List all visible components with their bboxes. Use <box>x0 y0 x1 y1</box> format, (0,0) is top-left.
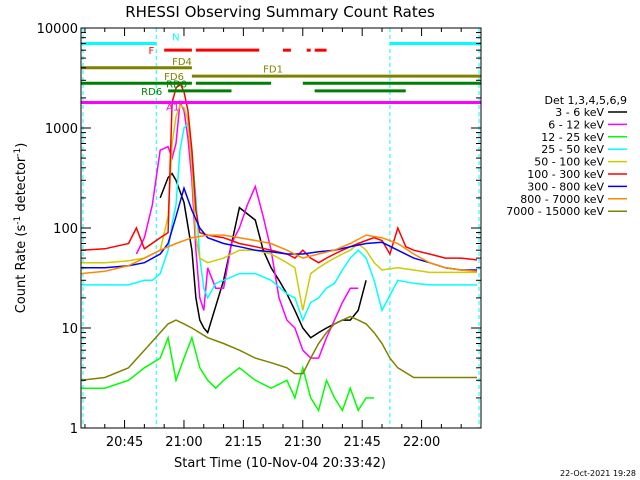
y-axis-label-end: ) <box>14 143 29 148</box>
x-axis-label: Start Time (10-Nov-04 20:33:42) <box>174 456 386 471</box>
y-axis-label-mid: detector <box>14 156 29 216</box>
series-line-0-0 <box>159 172 367 339</box>
series-line-5-0 <box>81 81 478 264</box>
x-tick-label-2: 21:15 <box>225 435 262 450</box>
legend-label-7: 800 - 7000 keV <box>520 193 604 206</box>
legend-label-4: 50 - 100 keV <box>534 156 604 169</box>
series-line-7-0 <box>81 234 478 275</box>
legend-label-5: 100 - 300 keV <box>527 168 604 181</box>
plot-area <box>81 28 480 428</box>
legend-label-2: 12 - 25 keV <box>541 131 604 144</box>
series-line-4-0 <box>81 103 477 311</box>
x-tick-label-4: 21:45 <box>343 435 380 450</box>
y-tick-label-3: 1000 <box>45 122 78 137</box>
legend-label-0: 3 - 6 keV <box>555 106 604 119</box>
legend-label-8: 7000 - 15000 keV <box>506 205 604 218</box>
series-line-8-0 <box>81 315 477 382</box>
y-axis-label-sup: -1 <box>13 216 23 225</box>
flag-label-6: RD6 <box>141 87 162 98</box>
y-axis-label-main: Count Rate (s <box>14 225 29 314</box>
legend-label-1: 6 - 12 keV <box>548 118 604 131</box>
legend-label-3: 25 - 50 keV <box>541 143 604 156</box>
series-line-3-0 <box>81 122 477 323</box>
chart-title: RHESSI Observing Summary Count Rates <box>125 3 435 21</box>
y-tick-label-4: 10000 <box>37 22 78 37</box>
x-tick-label-0: 20:45 <box>106 435 143 450</box>
flag-label-7: A1 <box>166 102 179 113</box>
flag-label-0: N <box>172 32 179 43</box>
x-tick-label-5: 22:00 <box>403 435 440 450</box>
legend-label-6: 300 - 800 keV <box>527 180 604 193</box>
series-line-1-0 <box>135 99 359 359</box>
y-tick-label-2: 100 <box>53 222 78 237</box>
x-tick-label-3: 21:30 <box>284 435 321 450</box>
y-tick-label-0: 1 <box>70 422 78 437</box>
flag-label-4: FD6 <box>164 72 184 83</box>
series-line-2-0 <box>81 334 375 413</box>
y-tick-label-1: 10 <box>61 322 78 337</box>
flag-label-2: FD1 <box>263 65 283 76</box>
flag-label-1: F <box>149 46 155 57</box>
flag-label-3: FD4 <box>172 57 192 68</box>
x-tick-label-1: 21:00 <box>165 435 202 450</box>
flag-label-5: RD0 <box>166 79 187 90</box>
legend-title: Det 1,3,4,5,6,9 <box>544 94 627 107</box>
y-axis-label-sup-2: -1 <box>13 148 23 157</box>
axes: 20:45 21:00 21:15 21:30 21:45 22:00 1 10 100 1000… <box>37 22 482 450</box>
y-axis-label: Count Rate (s-1 detector-1) <box>13 143 29 314</box>
footer-date: 22-Oct-2021 19:28 <box>560 469 636 478</box>
